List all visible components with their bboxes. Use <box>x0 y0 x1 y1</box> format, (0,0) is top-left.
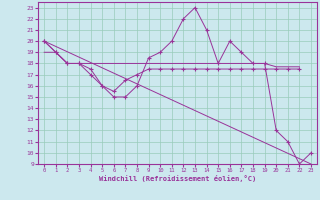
X-axis label: Windchill (Refroidissement éolien,°C): Windchill (Refroidissement éolien,°C) <box>99 175 256 182</box>
